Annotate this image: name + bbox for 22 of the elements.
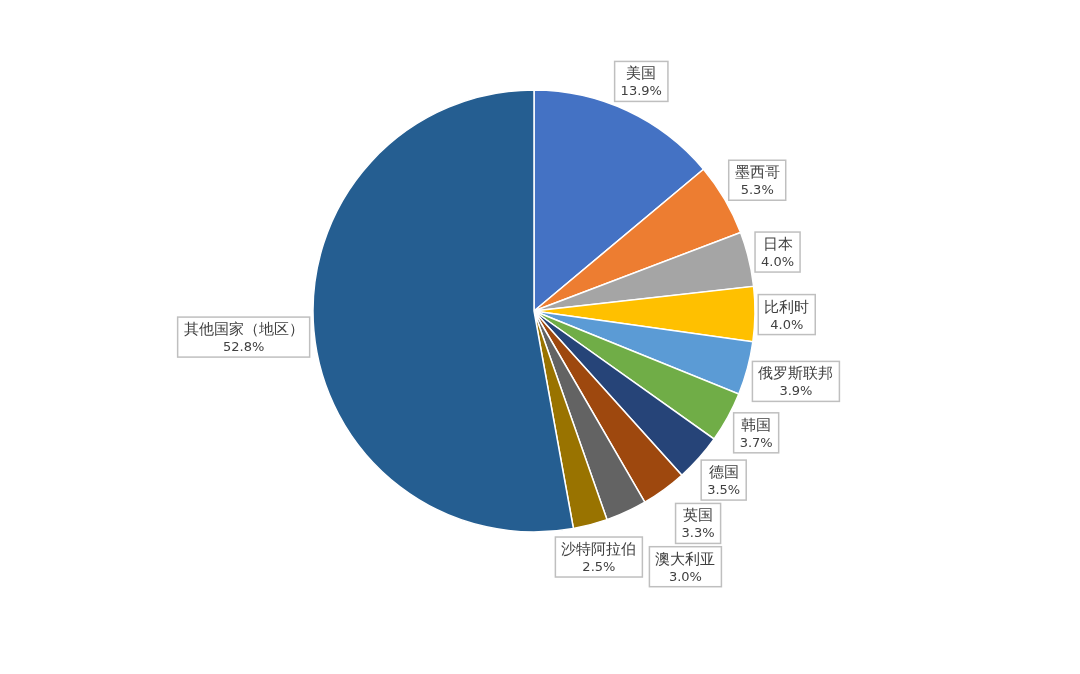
slice-label: 日本 [762,235,793,254]
data-label: 3.0% [668,568,702,584]
slice-label: 韩国 [741,415,772,434]
data-label: 3.7% [739,434,773,450]
slice-label: 俄罗斯联邦 [758,364,834,383]
data-label: 13.9% [620,83,662,99]
data-label: 52.8% [222,339,265,355]
slice-label: 德国 [708,463,739,482]
slice-label: 其他国家（地区） [183,320,304,339]
slice-label: 英国 [683,506,714,525]
data-label: 4.0% [761,254,795,270]
data-label: 3.3% [681,525,715,541]
data-label: 2.5% [582,559,616,575]
data-label: 4.0% [770,316,804,332]
slice-label: 澳大利亚 [655,549,716,568]
data-label: 3.9% [779,383,813,399]
data-label: 5.3% [740,182,774,198]
slice-label: 墨西哥 [734,163,780,182]
data-label: 3.5% [707,482,741,498]
slice-label: 沙特阿拉伯 [561,540,637,559]
slice-label: 比利时 [764,297,810,316]
slice-label: 美国 [626,64,657,83]
